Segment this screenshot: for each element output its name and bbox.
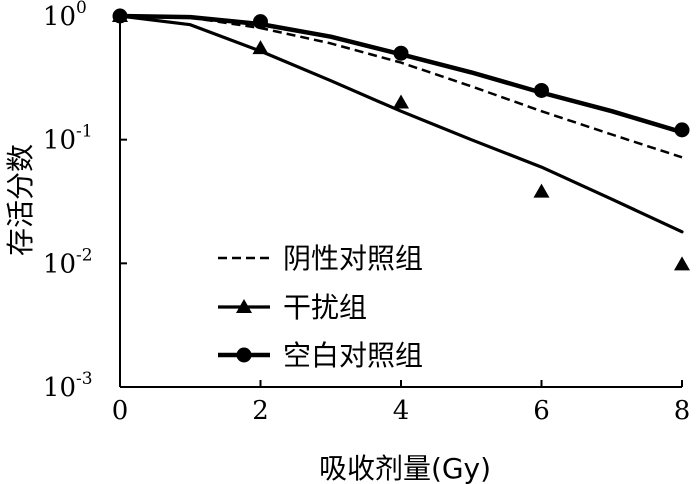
triangle-marker	[252, 40, 269, 55]
y-tick-exponent: -3	[76, 369, 93, 389]
y-tick-exponent: -1	[76, 122, 93, 142]
y-axis-title: 存活分数	[4, 144, 37, 256]
y-tick-exponent: 0	[76, 0, 87, 18]
x-tick-label: 4	[393, 396, 410, 426]
x-axis-title: 吸收剂量(Gy)	[319, 452, 491, 484]
circle-marker	[253, 14, 268, 30]
series-line	[119, 14, 683, 159]
y-tick-exponent: -2	[76, 245, 93, 265]
circle-marker	[236, 347, 252, 363]
triangle-marker	[533, 183, 550, 198]
y-tick-label: 10	[43, 2, 76, 32]
x-tick-label: 6	[533, 396, 550, 426]
legend-label: 干扰组	[283, 291, 367, 324]
series-layer	[112, 8, 690, 271]
legend-item-2: 干扰组	[218, 291, 367, 324]
circle-marker	[393, 45, 409, 61]
series-line	[118, 14, 684, 234]
circle-marker	[112, 8, 128, 24]
triangle-marker	[236, 299, 252, 313]
series-3	[112, 8, 690, 138]
triangle-marker	[674, 256, 690, 271]
series-line	[117, 13, 685, 135]
circle-marker	[674, 122, 690, 138]
y-tick-label: 10	[43, 126, 76, 156]
x-tick-label: 2	[252, 396, 269, 426]
y-tick-label: 10	[43, 373, 76, 403]
x-tick-label: 8	[674, 396, 691, 426]
x-tick-label: 0	[112, 396, 129, 426]
y-tick-label: 10	[43, 249, 76, 279]
triangle-marker	[393, 94, 409, 109]
legend-label: 阴性对照组	[283, 242, 423, 275]
series-1	[119, 14, 683, 159]
legend-item-1: 阴性对照组	[218, 242, 423, 275]
legend-label: 空白对照组	[283, 339, 423, 372]
legend-item-3: 空白对照组	[218, 339, 423, 372]
circle-marker	[534, 82, 549, 98]
